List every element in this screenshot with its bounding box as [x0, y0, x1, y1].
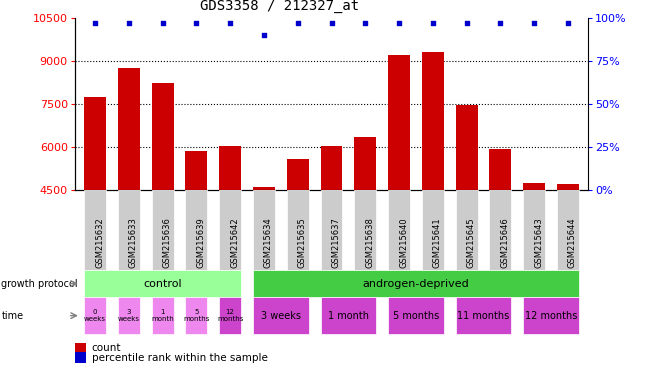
- Text: 0
weeks: 0 weeks: [84, 309, 106, 322]
- Text: GSM215642: GSM215642: [230, 217, 239, 268]
- Bar: [75, 343, 86, 353]
- Bar: [84, 297, 106, 334]
- Bar: [320, 190, 343, 270]
- Bar: [118, 297, 140, 334]
- Bar: [354, 137, 376, 190]
- Bar: [151, 83, 174, 190]
- Point: [462, 20, 472, 26]
- Text: percentile rank within the sample: percentile rank within the sample: [92, 353, 268, 362]
- Bar: [151, 190, 174, 270]
- Bar: [489, 149, 512, 190]
- Bar: [287, 190, 309, 270]
- Bar: [388, 297, 444, 334]
- Bar: [557, 190, 579, 270]
- Text: 1
month: 1 month: [151, 309, 174, 322]
- Bar: [219, 190, 241, 270]
- Bar: [118, 68, 140, 190]
- Bar: [84, 97, 106, 190]
- Point: [360, 20, 370, 26]
- Text: 12
months: 12 months: [217, 309, 243, 322]
- Text: GSM215637: GSM215637: [332, 217, 341, 268]
- Bar: [75, 352, 86, 363]
- Point: [326, 20, 337, 26]
- Point: [259, 32, 269, 38]
- Bar: [118, 190, 140, 270]
- Text: GSM215644: GSM215644: [568, 217, 577, 268]
- Text: androgen-deprived: androgen-deprived: [363, 278, 469, 289]
- Bar: [253, 187, 275, 190]
- Bar: [523, 297, 579, 334]
- Bar: [422, 190, 444, 270]
- Bar: [422, 53, 444, 190]
- Bar: [557, 184, 579, 190]
- Point: [563, 20, 573, 26]
- Text: 5 months: 5 months: [393, 311, 439, 321]
- Bar: [456, 297, 512, 334]
- Text: GSM215643: GSM215643: [534, 217, 543, 268]
- Point: [90, 20, 100, 26]
- Text: GSM215633: GSM215633: [129, 217, 138, 268]
- Bar: [84, 270, 241, 297]
- Text: GSM215646: GSM215646: [500, 217, 510, 268]
- Text: control: control: [143, 278, 182, 289]
- Bar: [185, 151, 207, 190]
- Point: [428, 20, 438, 26]
- Text: GSM215635: GSM215635: [298, 217, 307, 268]
- Bar: [287, 159, 309, 190]
- Point: [529, 20, 539, 26]
- Point: [124, 20, 134, 26]
- Bar: [320, 297, 376, 334]
- Text: time: time: [1, 311, 23, 321]
- Point: [292, 20, 303, 26]
- Text: GSM215640: GSM215640: [399, 217, 408, 268]
- Text: 1 month: 1 month: [328, 311, 369, 321]
- Bar: [185, 190, 207, 270]
- Bar: [354, 190, 376, 270]
- Text: GSM215632: GSM215632: [95, 217, 104, 268]
- Point: [157, 20, 168, 26]
- Point: [495, 20, 506, 26]
- Text: count: count: [92, 343, 121, 353]
- Text: 11 months: 11 months: [458, 311, 510, 321]
- Text: GDS3358 / 212327_at: GDS3358 / 212327_at: [200, 0, 359, 13]
- Bar: [219, 297, 241, 334]
- Bar: [253, 297, 309, 334]
- Point: [225, 20, 235, 26]
- Text: GSM215639: GSM215639: [196, 217, 205, 268]
- Text: growth protocol: growth protocol: [1, 278, 78, 289]
- Text: GSM215634: GSM215634: [264, 217, 273, 268]
- Point: [191, 20, 202, 26]
- Text: GSM215636: GSM215636: [162, 217, 172, 268]
- Bar: [456, 106, 478, 190]
- Text: GSM215645: GSM215645: [467, 217, 476, 268]
- Bar: [456, 190, 478, 270]
- Text: 5
months: 5 months: [183, 309, 209, 322]
- Bar: [388, 55, 410, 190]
- Bar: [489, 190, 512, 270]
- Text: 3
weeks: 3 weeks: [118, 309, 140, 322]
- Bar: [185, 297, 207, 334]
- Bar: [523, 183, 545, 190]
- Text: 3 weeks: 3 weeks: [261, 311, 301, 321]
- Point: [394, 20, 404, 26]
- Bar: [523, 190, 545, 270]
- Bar: [84, 190, 106, 270]
- Text: GSM215638: GSM215638: [365, 217, 374, 268]
- Bar: [253, 270, 579, 297]
- Text: 12 months: 12 months: [525, 311, 577, 321]
- Bar: [388, 190, 410, 270]
- Bar: [253, 190, 275, 270]
- Text: GSM215641: GSM215641: [433, 217, 442, 268]
- Bar: [219, 146, 241, 190]
- Bar: [151, 297, 174, 334]
- Bar: [320, 146, 343, 190]
